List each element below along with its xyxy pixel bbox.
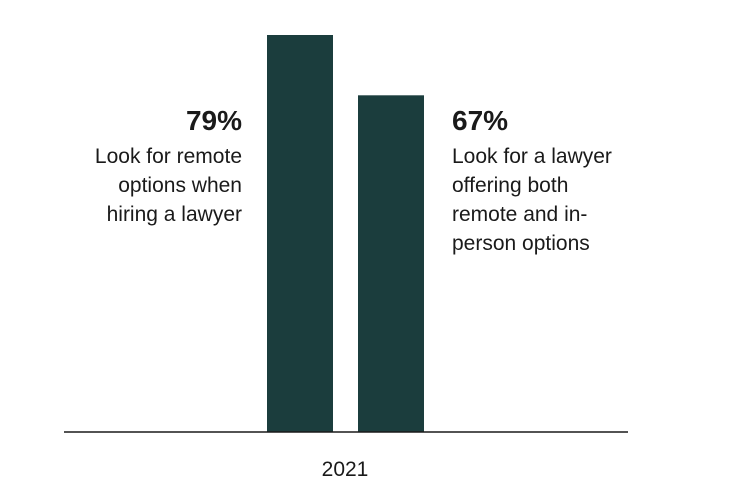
bar <box>358 95 424 432</box>
legend-label: Look for remote options when hiring a la… <box>94 145 242 226</box>
value-label: 67% <box>452 105 509 136</box>
value-label: 79% <box>185 105 242 136</box>
legend-label: Look for a lawyer offering both remote a… <box>452 145 612 255</box>
bar <box>267 35 333 432</box>
x-tick-label: 2021 <box>321 458 369 481</box>
